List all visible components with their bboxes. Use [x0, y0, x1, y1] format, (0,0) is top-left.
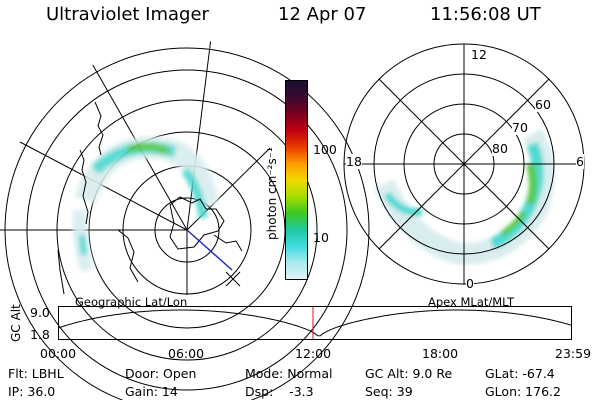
geographic-caption: Geographic Lat/Lon — [75, 295, 188, 309]
svg-text:photon cm⁻²s⁻¹: photon cm⁻²s⁻¹ — [265, 147, 279, 240]
gain-value: Gain: 14 — [125, 384, 178, 399]
timeline-xtick-4: 23:59 — [555, 346, 592, 361]
orbit-altitude-timeline[interactable] — [57, 306, 573, 340]
ip-value: IP: 36.0 — [8, 384, 56, 399]
app-title: Ultraviolet Imager — [46, 4, 209, 25]
timeline-xtick-3: 18:00 — [422, 346, 459, 361]
geographic-map[interactable] — [0, 30, 370, 400]
timeline-xtick-1: 06:00 — [168, 346, 205, 361]
sequence-value: Seq: 39 — [365, 384, 413, 399]
mlt-label-18: 18 — [346, 154, 362, 169]
lat-label-60: 60 — [535, 97, 551, 112]
svg-text:GC Alt: GC Alt — [9, 304, 23, 342]
magnetic-polar-plot[interactable] — [342, 43, 587, 289]
geo-latitude-value: GLat: -67.4 — [485, 366, 555, 381]
timeline-xtick-2: 12:00 — [295, 346, 332, 361]
mlt-label-6: 6 — [576, 154, 584, 169]
mlt-label-12: 12 — [471, 47, 487, 62]
magnetic-caption: Apex MLat/MLT — [428, 295, 515, 309]
mlt-label-0: 0 — [466, 276, 474, 291]
colorbar-scale — [285, 80, 308, 280]
timeline-ytick-high: 9.0 — [30, 305, 50, 320]
timeline-ytick-low: 1.8 — [30, 327, 50, 342]
door-status: Door: Open — [125, 366, 197, 381]
colorbar-unit-label: photon cm⁻²s⁻¹ — [265, 147, 279, 240]
colorbar-tick-100: 100 — [313, 142, 337, 157]
timeline-ylabel: GC Alt — [9, 304, 23, 342]
dsp-value: Dsp: -3.3 — [245, 384, 314, 399]
lat-label-70: 70 — [512, 120, 528, 135]
orbit-altitude-curve — [57, 309, 573, 337]
gc-altitude-value: GC Alt: 9.0 Re — [365, 366, 453, 381]
lat-label-80: 80 — [492, 141, 508, 156]
colorbar-tick-10: 10 — [313, 230, 329, 245]
geo-longitude-value: GLon: 176.2 — [485, 384, 561, 399]
filter-value: Flt: LBHL — [8, 366, 64, 381]
mode-value: Mode: Normal — [245, 366, 333, 381]
observation-date: 12 Apr 07 — [278, 4, 367, 25]
timeline-xtick-0: 00:00 — [40, 346, 77, 361]
observation-time: 11:56:08 UT — [430, 4, 541, 25]
